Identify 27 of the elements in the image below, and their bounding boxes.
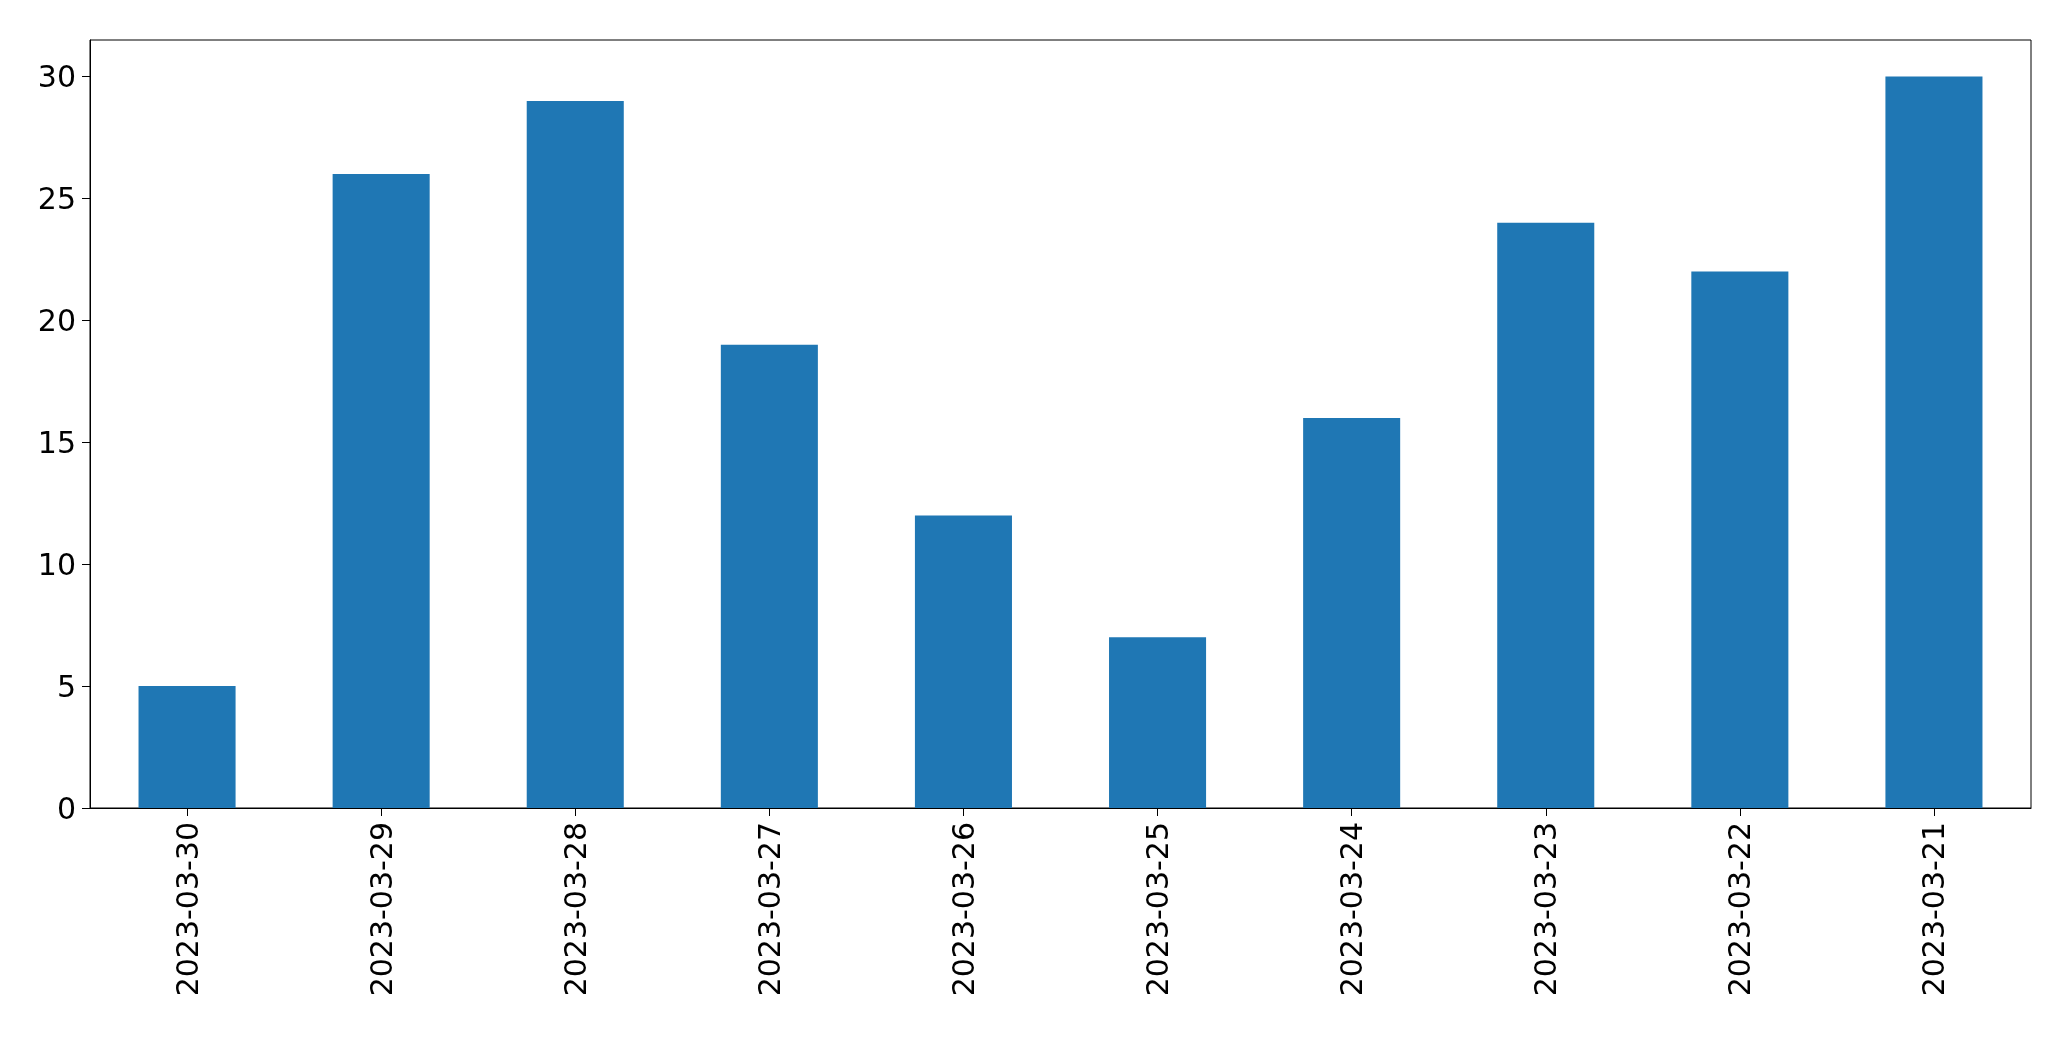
y-tick-label: 25	[37, 180, 76, 216]
x-tick-label: 2023-03-23	[1528, 822, 1564, 997]
bar	[720, 344, 818, 808]
bar	[332, 174, 430, 808]
y-tick-label: 15	[37, 424, 76, 460]
y-tick-label: 5	[56, 668, 76, 704]
bar	[1303, 417, 1401, 808]
x-tick-label: 2023-03-30	[169, 822, 205, 997]
x-tick-label: 2023-03-29	[363, 822, 399, 997]
y-tick-label: 30	[37, 59, 76, 95]
bar	[1497, 222, 1595, 808]
bar	[526, 100, 624, 808]
x-tick-label: 2023-03-24	[1334, 822, 1370, 997]
bar	[1885, 76, 1983, 808]
x-tick-label: 2023-03-22	[1722, 822, 1758, 997]
bar	[1109, 637, 1207, 808]
bar	[914, 515, 1012, 808]
y-tick-label: 0	[56, 790, 76, 826]
y-tick-label: 10	[37, 546, 76, 582]
x-tick-label: 2023-03-26	[945, 822, 981, 997]
bar	[138, 686, 236, 808]
bar	[1691, 271, 1789, 808]
x-tick-label: 2023-03-27	[751, 822, 787, 997]
x-tick-label: 2023-03-28	[557, 822, 593, 997]
y-tick-label: 20	[37, 302, 76, 338]
x-tick-label: 2023-03-21	[1916, 822, 1952, 997]
x-tick-label: 2023-03-25	[1140, 822, 1176, 997]
